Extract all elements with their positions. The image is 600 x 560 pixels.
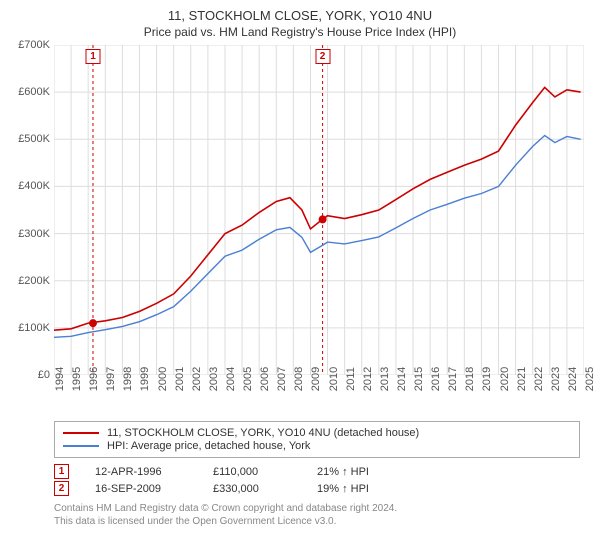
x-tick-label: 2007 [276, 367, 288, 391]
event-row: 2 16-SEP-2009 £330,000 19% ↑ HPI [54, 481, 580, 496]
event-pct: 21% ↑ HPI [317, 466, 417, 478]
x-tick-label: 2023 [550, 367, 562, 391]
footer-line: This data is licensed under the Open Gov… [54, 515, 580, 528]
x-tick-label: 2015 [413, 367, 425, 391]
x-tick-label: 2009 [310, 367, 322, 391]
x-tick-label: 2002 [191, 367, 203, 391]
x-tick-label: 2025 [584, 367, 596, 391]
x-tick-label: 1995 [71, 367, 83, 391]
x-tick-label: 2024 [567, 367, 579, 391]
event-badge: 1 [54, 464, 69, 479]
legend-row: HPI: Average price, detached house, York [63, 440, 571, 452]
footer-line: Contains HM Land Registry data © Crown c… [54, 502, 580, 515]
y-tick-label: £700K [18, 39, 50, 51]
y-tick-label: £400K [18, 180, 50, 192]
x-tick-label: 1996 [88, 367, 100, 391]
x-tick-label: 2012 [362, 367, 374, 391]
legend-row: 11, STOCKHOLM CLOSE, YORK, YO10 4NU (det… [63, 427, 571, 439]
event-date: 16-SEP-2009 [95, 483, 187, 495]
event-price: £330,000 [213, 483, 291, 495]
legend-label: HPI: Average price, detached house, York [107, 440, 310, 452]
x-tick-label: 2014 [396, 367, 408, 391]
x-tick-label: 2000 [157, 367, 169, 391]
legend-label: 11, STOCKHOLM CLOSE, YORK, YO10 4NU (det… [107, 427, 419, 439]
x-tick-label: 2019 [481, 367, 493, 391]
x-tick-label: 2006 [259, 367, 271, 391]
x-tick-label: 2022 [533, 367, 545, 391]
event-marker-badge: 2 [315, 49, 330, 64]
x-tick-label: 2004 [225, 367, 237, 391]
event-badge: 2 [54, 481, 69, 496]
event-price: £110,000 [213, 466, 291, 478]
x-axis: 1994199519961997199819992000200120022003… [54, 375, 584, 417]
page-subtitle: Price paid vs. HM Land Registry's House … [10, 25, 590, 39]
x-tick-label: 2016 [430, 367, 442, 391]
y-tick-label: £0 [38, 369, 50, 381]
x-tick-label: 2011 [345, 367, 357, 391]
x-tick-label: 1998 [122, 367, 134, 391]
x-tick-label: 2017 [447, 367, 459, 391]
y-tick-label: £600K [18, 86, 50, 98]
event-pct: 19% ↑ HPI [317, 483, 417, 495]
x-tick-label: 2005 [242, 367, 254, 391]
event-date: 12-APR-1996 [95, 466, 187, 478]
legend-swatch [63, 445, 99, 447]
x-tick-label: 1997 [105, 367, 117, 391]
page-title: 11, STOCKHOLM CLOSE, YORK, YO10 4NU [10, 8, 590, 23]
x-tick-label: 2021 [516, 367, 528, 391]
event-marker-badge: 1 [85, 49, 100, 64]
plot-area [54, 45, 584, 375]
y-axis: £0£100K£200K£300K£400K£500K£600K£700K [10, 45, 54, 375]
x-tick-label: 2003 [208, 367, 220, 391]
x-tick-label: 2010 [328, 367, 340, 391]
event-row: 1 12-APR-1996 £110,000 21% ↑ HPI [54, 464, 580, 479]
x-tick-label: 2018 [464, 367, 476, 391]
x-tick-label: 2001 [174, 367, 186, 391]
y-tick-label: £200K [18, 275, 50, 287]
x-tick-label: 1999 [139, 367, 151, 391]
y-tick-label: £500K [18, 133, 50, 145]
x-tick-label: 1994 [54, 367, 66, 391]
legend: 11, STOCKHOLM CLOSE, YORK, YO10 4NU (det… [54, 421, 580, 458]
x-tick-label: 2020 [499, 367, 511, 391]
footer: Contains HM Land Registry data © Crown c… [54, 502, 580, 528]
x-tick-label: 2008 [293, 367, 305, 391]
x-tick-label: 2013 [379, 367, 391, 391]
legend-swatch [63, 432, 99, 434]
y-tick-label: £100K [18, 322, 50, 334]
events-table: 1 12-APR-1996 £110,000 21% ↑ HPI 2 16-SEP-200… [54, 464, 580, 496]
y-tick-label: £300K [18, 228, 50, 240]
chart: £0£100K£200K£300K£400K£500K£600K£700K 12 [54, 45, 584, 375]
